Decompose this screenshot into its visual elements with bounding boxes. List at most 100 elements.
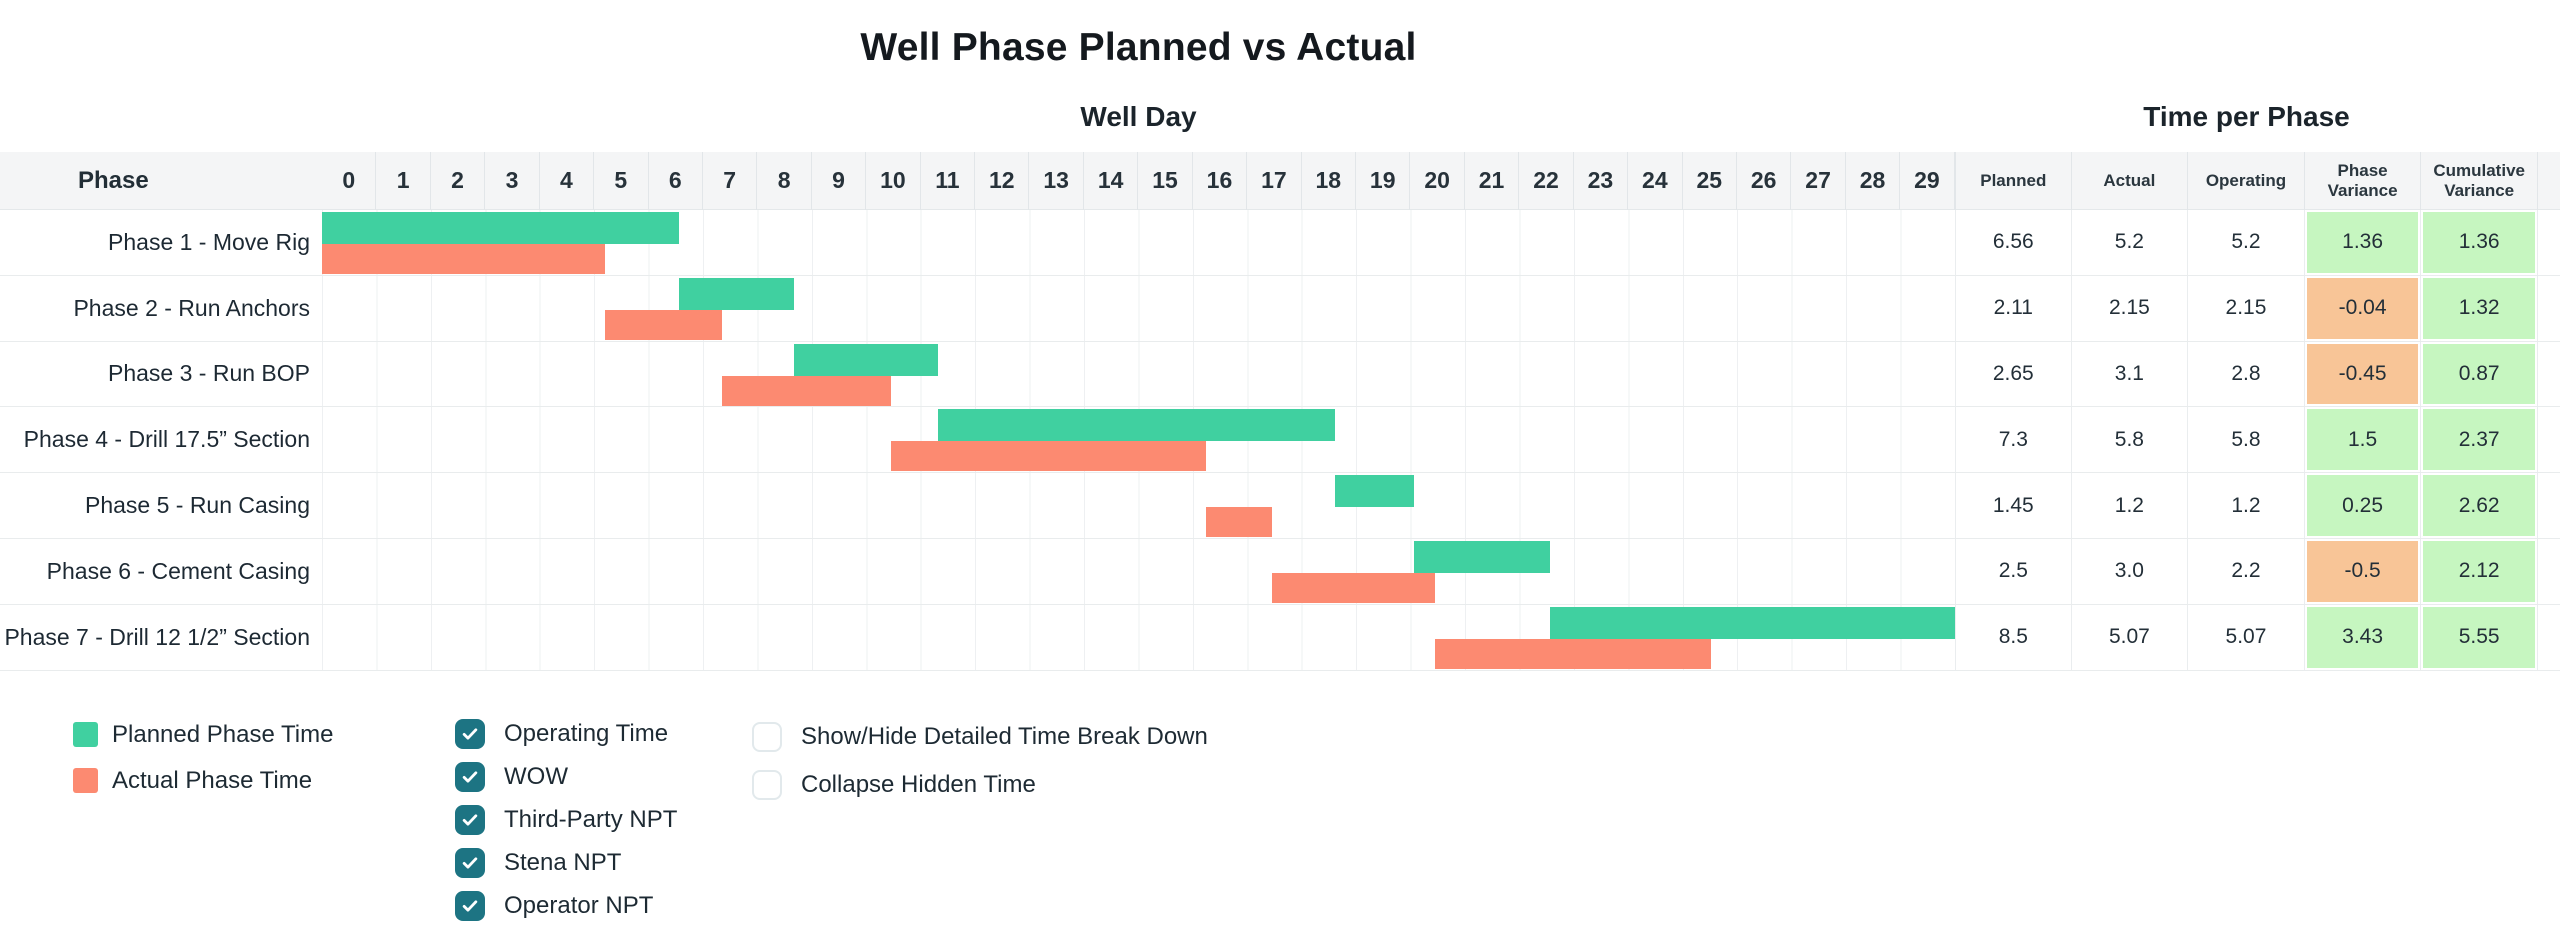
check-icon xyxy=(462,857,478,869)
table-cell-planned: 2.11 xyxy=(1955,275,2072,341)
legend-item-actual-phase-time: Actual Phase Time xyxy=(73,767,333,794)
phase-label: Phase 2 - Run Anchors xyxy=(73,294,310,321)
planned-bar[interactable] xyxy=(1335,475,1415,508)
series-toggles: Operating Time WOW Third-Party NPT Stena NP… xyxy=(455,719,677,934)
actual-bar[interactable] xyxy=(322,244,606,274)
table-cell-actual: 1.2 xyxy=(2072,473,2189,538)
table-cell-phase-variance: -0.04 xyxy=(2305,275,2422,341)
day-tick-label: 17 xyxy=(1247,152,1302,210)
table-cell-actual: 5.2 xyxy=(2072,210,2189,275)
day-axis: 0 1 2 3 4 5 6 7 8 9 10 11 12 13 14 15 16 17 18 19 20 21 22 23 24… xyxy=(322,152,1955,210)
table-cell-phase-variance: -0.45 xyxy=(2305,341,2422,407)
table-cell-phase-variance: 1.5 xyxy=(2305,407,2422,473)
day-tick-label: 29 xyxy=(1900,152,1955,210)
checkbox-label: Stena NPT xyxy=(504,849,622,876)
checkbox-checked-icon[interactable] xyxy=(455,848,485,878)
table-header-actual: Actual xyxy=(2072,152,2189,210)
day-tick-label: 0 xyxy=(322,152,377,210)
checkbox-stena-npt[interactable]: Stena NPT xyxy=(455,848,677,878)
gantt-grid xyxy=(322,538,1955,604)
actual-bar[interactable] xyxy=(722,375,891,406)
planned-bar[interactable] xyxy=(793,343,939,376)
gantt-row: Phase 4 - Drill 17.5” Section 7.3 5.8 5.8 1.… xyxy=(0,407,2560,474)
planned-bar[interactable] xyxy=(322,212,680,244)
gantt-row: Phase 3 - Run BOP 2.65 3.1 2.8 -0.45 0.87 xyxy=(0,341,2560,408)
gantt-rows: Phase 1 - Move Rig 6.56 5.2 5.2 1.36 1.36 Phas… xyxy=(0,210,2560,671)
table-cell-planned: 1.45 xyxy=(1955,473,2072,538)
checkbox-checked-icon[interactable] xyxy=(455,891,485,921)
table-cell-actual: 5.07 xyxy=(2072,604,2189,670)
table-row-cells: 2.65 3.1 2.8 -0.45 0.87 xyxy=(1955,341,2538,407)
planned-bar[interactable] xyxy=(1550,606,1955,639)
planned-bar[interactable] xyxy=(679,277,794,310)
table-cell-phase-variance: 3.43 xyxy=(2305,604,2422,670)
checkbox-operator-npt[interactable]: Operator NPT xyxy=(455,891,677,921)
actual-bar[interactable] xyxy=(890,441,1207,472)
day-tick-label: 4 xyxy=(540,152,595,210)
checkbox-label: WOW xyxy=(504,763,568,790)
table-cell-planned: 2.5 xyxy=(1955,538,2072,604)
checkbox-checked-icon[interactable] xyxy=(455,805,485,835)
legend-label: Planned Phase Time xyxy=(112,720,334,748)
bar-legend: Planned Phase Time Actual Phase Time xyxy=(73,720,334,814)
day-tick-label: 21 xyxy=(1465,152,1520,210)
phase-label: Phase 1 - Move Rig xyxy=(108,228,310,255)
checkbox-checked-icon[interactable] xyxy=(455,762,485,792)
checkbox-show-hide-detailed-time-break-down[interactable]: Show/Hide Detailed Time Break Down xyxy=(752,722,1208,752)
table-cell-operating: 5.8 xyxy=(2188,407,2305,473)
legend-item-planned-phase-time: Planned Phase Time xyxy=(73,720,334,748)
table-cell-cumulative-variance: 2.12 xyxy=(2421,538,2538,604)
table-cell-cumulative-variance: 0.87 xyxy=(2421,341,2538,407)
planned-bar[interactable] xyxy=(1414,540,1551,573)
day-tick-label: 15 xyxy=(1138,152,1193,210)
gantt-row: Phase 2 - Run Anchors 2.11 2.15 2.15 -0.04 1.… xyxy=(0,275,2560,342)
display-options: Show/Hide Detailed Time Break Down Collap… xyxy=(752,722,1208,818)
day-tick-label: 22 xyxy=(1519,152,1574,210)
checkbox-checked-icon[interactable] xyxy=(455,719,485,749)
table-cell-actual: 2.15 xyxy=(2072,275,2189,341)
checkbox-label: Collapse Hidden Time xyxy=(801,771,1036,798)
actual-bar[interactable] xyxy=(1435,638,1712,669)
day-tick-label: 3 xyxy=(485,152,540,210)
table-cell-operating: 1.2 xyxy=(2188,473,2305,538)
checkbox-unchecked-icon[interactable] xyxy=(752,722,782,752)
checkbox-third-party-npt[interactable]: Third-Party NPT xyxy=(455,805,677,835)
gantt-row: Phase 6 - Cement Casing 2.5 3.0 2.2 -0.5 2.12 xyxy=(0,538,2560,605)
table-cell-cumulative-variance: 1.32 xyxy=(2421,275,2538,341)
table-cell-operating: 5.2 xyxy=(2188,210,2305,275)
table-row-cells: 2.5 3.0 2.2 -0.5 2.12 xyxy=(1955,538,2538,604)
checkbox-wow[interactable]: WOW xyxy=(455,762,677,792)
check-icon xyxy=(462,900,478,912)
day-tick-label: 28 xyxy=(1846,152,1901,210)
table-row-cells: 8.5 5.07 5.07 3.43 5.55 xyxy=(1955,604,2538,670)
table-cell-phase-variance: -0.5 xyxy=(2305,538,2422,604)
checkbox-label: Third-Party NPT xyxy=(504,806,678,833)
actual-bar[interactable] xyxy=(605,309,723,340)
table-cell-phase-variance: 1.36 xyxy=(2305,210,2422,275)
checkbox-operating-time[interactable]: Operating Time xyxy=(455,719,677,749)
table-row-cells: 2.11 2.15 2.15 -0.04 1.32 xyxy=(1955,275,2538,341)
actual-bar[interactable] xyxy=(1271,572,1436,603)
gantt-grid xyxy=(322,341,1955,407)
planned-bar[interactable] xyxy=(938,409,1336,442)
check-icon xyxy=(462,728,478,740)
table-cell-planned: 2.65 xyxy=(1955,341,2072,407)
actual-bar[interactable] xyxy=(1206,507,1272,538)
gantt-grid xyxy=(322,275,1955,341)
table-cell-phase-variance: 0.25 xyxy=(2305,473,2422,538)
page-title: Well Phase Planned vs Actual xyxy=(860,26,1417,69)
table-header-phase-variance: Phase Variance xyxy=(2305,152,2422,210)
day-tick-label: 2 xyxy=(431,152,486,210)
check-icon xyxy=(462,771,478,783)
day-tick-label: 14 xyxy=(1084,152,1139,210)
checkbox-unchecked-icon[interactable] xyxy=(752,770,782,800)
day-tick-label: 11 xyxy=(921,152,976,210)
day-tick-label: 19 xyxy=(1356,152,1411,210)
day-tick-label: 6 xyxy=(649,152,703,210)
day-tick-label: 24 xyxy=(1628,152,1683,210)
table-header-cumulative-variance: Cumulative Variance xyxy=(2421,152,2538,210)
checkbox-collapse-hidden-time[interactable]: Collapse Hidden Time xyxy=(752,770,1208,800)
table-row-cells: 7.3 5.8 5.8 1.5 2.37 xyxy=(1955,407,2538,473)
day-tick-label: 25 xyxy=(1683,152,1737,210)
